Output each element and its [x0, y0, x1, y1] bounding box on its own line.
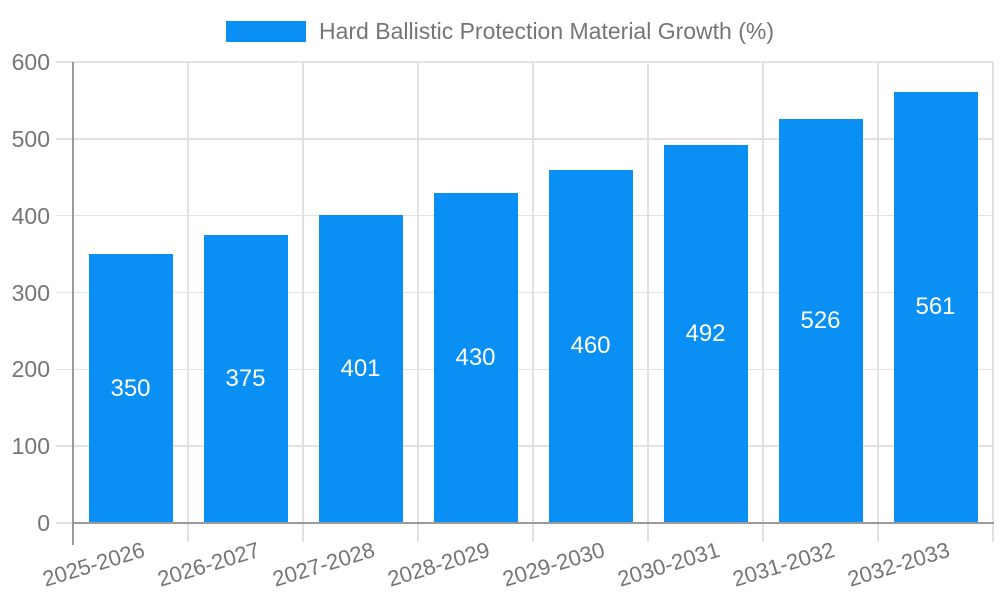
x-axis-tick-label: 2027-2028	[269, 537, 378, 592]
y-gridline	[56, 214, 993, 217]
bar-value-label: 561	[915, 293, 956, 321]
legend-label: Hard Ballistic Protection Material Growt…	[318, 18, 775, 44]
x-axis-tick-label: 2028-2029	[384, 537, 493, 592]
legend-swatch	[225, 21, 306, 42]
y-axis-tick-label: 600	[11, 49, 50, 75]
x-gridline	[762, 62, 764, 542]
bar-2026-2027[interactable]: 375	[203, 234, 288, 523]
bar-2027-2028[interactable]: 401	[318, 214, 403, 523]
bar-2025-2026[interactable]: 350	[88, 254, 173, 523]
x-axis-tick-label: 2030-2031	[614, 537, 723, 592]
y-axis-tick-label: 0	[37, 510, 50, 536]
y-axis-tick-label: 200	[11, 356, 50, 383]
x-gridline	[417, 62, 419, 542]
bar-value-label: 350	[110, 374, 151, 402]
x-gridline	[532, 62, 534, 542]
x-axis-tick-label: 2029-2030	[499, 537, 608, 592]
x-axis-line	[73, 522, 994, 524]
y-axis-tick-label: 100	[11, 433, 50, 460]
y-axis-tick-label: 300	[11, 279, 50, 306]
bar-value-label: 526	[800, 306, 841, 334]
y-axis-tick-label: 500	[11, 125, 50, 152]
x-gridline	[302, 62, 304, 542]
x-gridline	[992, 62, 994, 542]
bar-2032-2033[interactable]: 561	[893, 91, 978, 523]
bar-2028-2029[interactable]: 430	[433, 192, 518, 523]
bar-value-label: 492	[685, 319, 726, 347]
x-axis-tick-label: 2025-2026	[39, 537, 148, 592]
y-gridline	[56, 368, 993, 371]
bar-2030-2031[interactable]: 492	[663, 144, 748, 523]
bar-value-label: 401	[340, 354, 381, 382]
x-gridline	[187, 62, 189, 542]
y-gridline	[56, 61, 993, 63]
bar-value-label: 375	[225, 364, 266, 392]
y-gridline	[56, 291, 993, 294]
bar-value-label: 460	[570, 332, 611, 360]
bar-2029-2030[interactable]: 460	[548, 169, 633, 523]
x-gridline	[877, 62, 879, 542]
x-gridline	[647, 62, 649, 542]
y-gridline	[56, 445, 993, 447]
bar-2031-2032[interactable]: 526	[778, 118, 863, 523]
y-axis-line	[72, 62, 74, 545]
y-gridline	[56, 138, 993, 140]
legend-item[interactable]: Hard Ballistic Protection Material Growt…	[0, 18, 1000, 45]
x-axis-tick-label: 2032-2033	[844, 537, 953, 592]
x-axis-tick-label: 2026-2027	[154, 537, 263, 592]
bar-value-label: 430	[455, 343, 496, 371]
y-axis-tick-label: 400	[11, 202, 50, 229]
x-axis-tick-label: 2031-2032	[729, 537, 838, 592]
